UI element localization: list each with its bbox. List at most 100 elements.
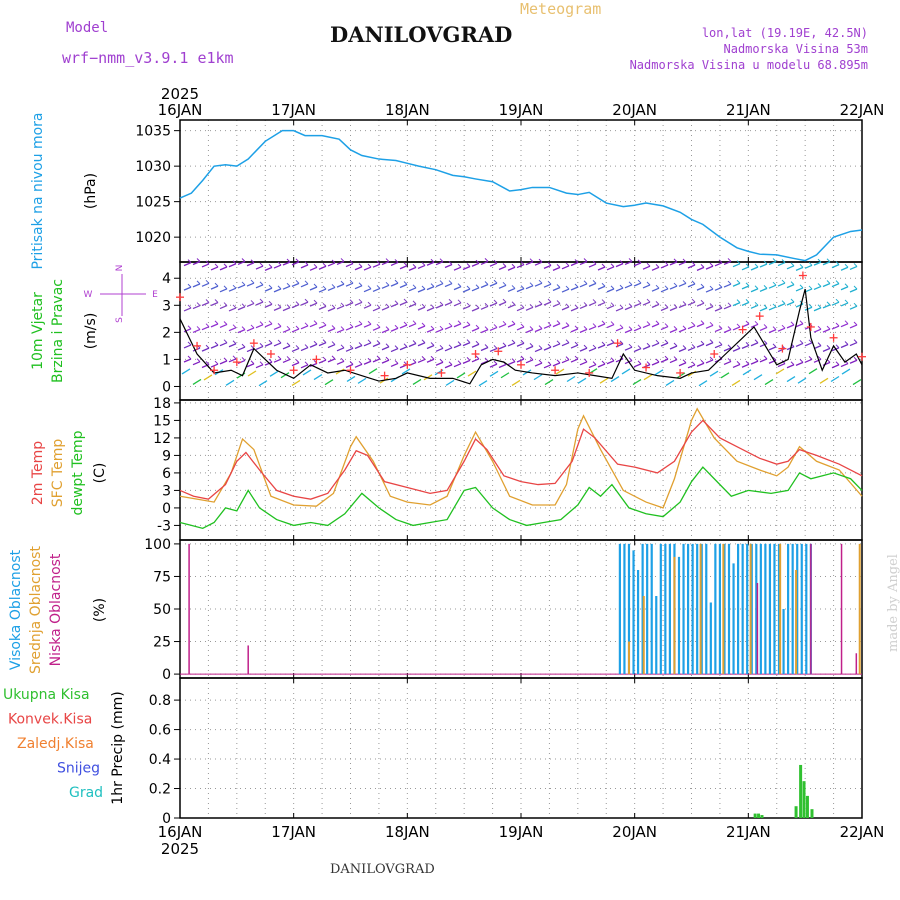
wind-arrow-head — [682, 345, 687, 349]
wind-arrow-head — [511, 263, 516, 268]
wind-arrow-head — [673, 258, 678, 263]
wind-arrow — [201, 301, 210, 307]
wind-arrow-head — [331, 284, 336, 288]
wind-arrow — [408, 342, 417, 348]
wind-arrow-head — [718, 304, 723, 309]
x-tick-label-top: 21JAN — [726, 101, 771, 119]
wind-arrow — [417, 342, 426, 347]
wind-arrow-head — [322, 303, 327, 307]
wind-arrow-head — [817, 283, 822, 287]
wind-arrow-head — [655, 358, 660, 363]
wind-arrow — [543, 364, 552, 369]
wind-arrow — [624, 284, 633, 289]
wind-arrow — [732, 347, 741, 352]
wind-arrow — [372, 342, 381, 348]
wind-arrow-head — [250, 360, 255, 365]
wind-arrow-head — [286, 282, 291, 287]
wind-arrow — [273, 358, 282, 363]
wind-arrow — [282, 345, 291, 350]
wind-arrow-head — [484, 344, 489, 348]
wind-arrow-head — [232, 284, 237, 289]
wind-arrow-head — [295, 359, 300, 363]
wind-arrow-head — [403, 262, 408, 267]
wind-arrow-head — [556, 284, 561, 288]
wind-arrow — [291, 347, 300, 353]
x-tick-label-top: 19JAN — [499, 101, 544, 119]
wind-arrow — [543, 324, 552, 329]
wind-arrow-head — [331, 325, 336, 329]
wind-arrow-head — [709, 321, 714, 326]
wind-arrow-head — [439, 325, 444, 330]
wind-arrow — [642, 301, 651, 306]
wind-arrow-head — [754, 339, 759, 344]
wind-arrow-head — [790, 361, 795, 366]
wind-arrow-head — [628, 326, 633, 331]
wind-arrow — [732, 282, 741, 287]
wind-arrow — [570, 358, 579, 363]
wind-arrow-head — [727, 344, 732, 349]
wind-arrow-head — [808, 303, 813, 308]
wind-arrow — [687, 364, 696, 369]
wind-arrow-head — [799, 320, 804, 325]
wind-arrow — [444, 263, 453, 269]
wind-arrow-head — [394, 300, 399, 305]
wind-arrow — [786, 284, 795, 289]
wind-arrow — [723, 283, 732, 288]
wind-arrow-head — [358, 282, 363, 287]
wind-arrow-head — [241, 281, 246, 286]
wind-arrow-head — [727, 258, 732, 262]
wind-arrow-head — [223, 357, 228, 362]
wind-arrow-head — [286, 356, 291, 360]
wind-arrow-low — [225, 379, 235, 386]
wind-arrow — [381, 359, 390, 364]
wind-arrow-low — [764, 378, 774, 386]
wind-arrow-low — [610, 376, 620, 383]
wind-arrow-head — [448, 298, 453, 303]
wind-arrow — [822, 261, 831, 266]
wind-arrow-head — [223, 339, 228, 344]
wind-arrow — [597, 344, 606, 349]
wind-arrow — [237, 260, 246, 266]
wind-arrow — [228, 343, 237, 348]
wind-arrow — [408, 287, 417, 292]
wind-arrow — [183, 307, 192, 312]
wind-arrow-head — [835, 344, 840, 349]
wind-axis-label-1: 10m Vjetar — [30, 292, 46, 370]
wind-arrow-head — [700, 359, 705, 364]
y-tick-label: 1020 — [135, 230, 171, 246]
wind-arrow-head — [322, 339, 327, 343]
wind-arrow — [309, 323, 318, 328]
wind-arrow-low — [368, 368, 378, 375]
wind-arrow-head — [826, 325, 831, 330]
wind-arrow-head — [502, 342, 507, 347]
wind-arrow-head — [385, 258, 390, 262]
wind-arrow-head — [475, 259, 480, 264]
wind-arrow-head — [673, 282, 678, 287]
wind-arrow-head — [340, 326, 345, 330]
wind-arrow-head — [646, 321, 651, 325]
coordinates: lon,lat (19.19E, 42.5N) — [701, 26, 868, 40]
wind-arrow — [336, 360, 345, 365]
wind-arrow — [813, 328, 822, 333]
wind-arrow-head — [763, 285, 768, 289]
wind-arrow-head — [340, 258, 345, 262]
wind-arrow — [660, 306, 669, 312]
wind-arrow — [687, 325, 696, 330]
wind-arrow-low — [500, 372, 510, 379]
wind-arrow-head — [817, 342, 822, 346]
wind-arrow-head — [691, 344, 696, 348]
wind-arrow — [768, 346, 777, 351]
wind-arrow-head — [763, 304, 768, 309]
wind-arrow — [633, 347, 642, 353]
wind-arrow — [750, 304, 759, 309]
wind-arrow-head — [259, 343, 264, 347]
wind-arrow-head — [241, 357, 246, 361]
wind-arrow-head — [403, 321, 408, 326]
wind-arrow-head — [637, 299, 642, 304]
wind-arrow-head — [520, 339, 525, 344]
wind-arrow-head — [493, 360, 498, 365]
wind-arrow — [228, 327, 237, 332]
wind-arrow-head — [466, 339, 471, 343]
wind-arrow — [552, 302, 561, 308]
